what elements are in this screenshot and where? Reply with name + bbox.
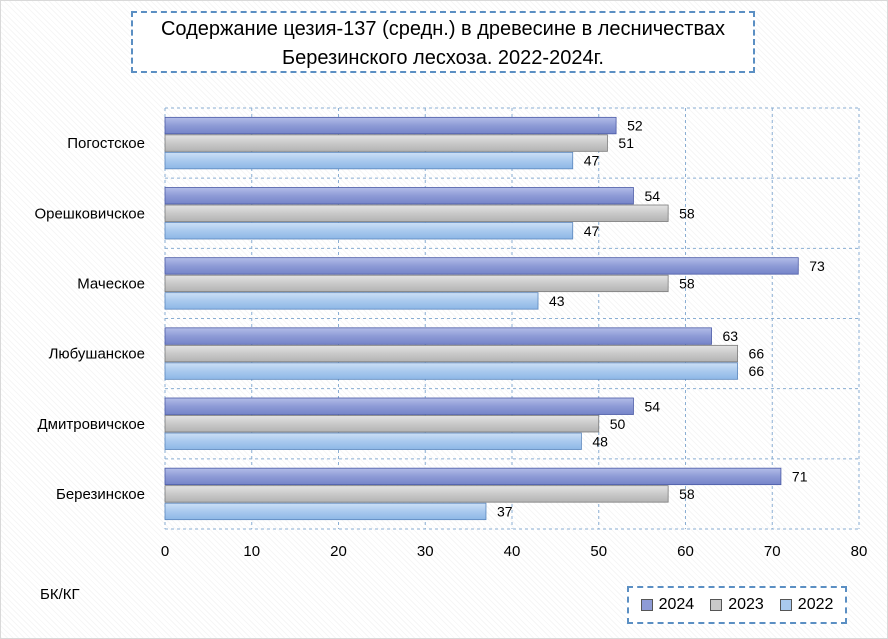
data-label: 51	[618, 135, 634, 151]
category-label: Маческое	[77, 275, 145, 292]
bar-2023	[164, 485, 669, 503]
bar-2024	[164, 467, 782, 486]
bar-2024	[164, 187, 634, 205]
data-label: 63	[723, 328, 739, 344]
data-label: 58	[679, 205, 695, 221]
bar-2024	[164, 257, 799, 275]
data-label: 66	[749, 346, 765, 362]
data-label: 50	[610, 416, 626, 432]
legend-item-2022: 2022	[779, 596, 834, 614]
x-tick-label: 80	[851, 543, 868, 560]
bar-2022	[164, 432, 582, 450]
bar-2022	[164, 222, 574, 240]
bar-2022	[164, 151, 574, 170]
legend-label-2022: 2022	[797, 596, 834, 613]
data-label: 54	[644, 398, 660, 414]
data-label: 37	[497, 503, 513, 519]
legend: 2024 2023 2022	[627, 586, 847, 624]
bar-2022	[164, 292, 539, 310]
x-tick-label: 40	[504, 543, 521, 560]
bar-2022	[164, 502, 487, 521]
bar-2023	[164, 415, 600, 433]
data-label: 71	[792, 468, 808, 484]
bar-2023	[164, 204, 669, 222]
x-tick-label: 20	[330, 543, 347, 560]
unit-label: БК/КГ	[40, 586, 80, 603]
legend-swatch-2022	[779, 599, 792, 611]
data-label: 47	[584, 223, 600, 239]
bar-2024	[164, 327, 712, 345]
data-label: 58	[679, 486, 695, 502]
category-label: Любушанское	[49, 346, 145, 363]
data-label: 73	[809, 258, 825, 274]
x-tick-label: 10	[243, 543, 260, 560]
chart-title-line-1: Содержание цезия-137 (средн.) в древесин…	[160, 18, 725, 40]
category-label: Погостское	[67, 135, 145, 152]
data-label: 48	[592, 433, 608, 449]
category-label: Дмитровичское	[38, 416, 145, 433]
x-tick-label: 60	[677, 543, 694, 560]
legend-swatch-2023	[710, 599, 723, 611]
chart-title-line-2: Березинского лесхоза. 2022-2024г.	[281, 47, 604, 69]
legend-swatch-2024	[640, 599, 653, 611]
data-label: 43	[549, 293, 565, 309]
category-label: Березинское	[56, 486, 145, 503]
data-label: 52	[627, 118, 643, 134]
data-label: 54	[644, 188, 660, 204]
data-label: 66	[749, 363, 765, 379]
bar-2023	[164, 344, 738, 363]
x-tick-label: 50	[590, 543, 607, 560]
legend-item-2023: 2023	[710, 596, 764, 614]
data-label: 47	[584, 153, 600, 169]
legend-item-2024: 2024	[640, 596, 695, 614]
bars	[164, 116, 799, 521]
data-label: 58	[679, 275, 695, 291]
x-tick-label: 0	[161, 543, 169, 560]
chart-title: Содержание цезия-137 (средн.) в древесин…	[131, 11, 755, 73]
category-label: Орешковичское	[34, 205, 145, 222]
bar-2024	[164, 397, 634, 415]
legend-label-2023: 2023	[728, 596, 764, 613]
bar-2023	[164, 274, 669, 293]
bar-2024	[164, 116, 617, 135]
x-tick-label: 30	[417, 543, 434, 560]
x-tick-label: 70	[764, 543, 781, 560]
legend-label-2024: 2024	[658, 596, 695, 613]
grid	[164, 107, 860, 530]
bar-2022	[164, 362, 738, 380]
bar-2023	[164, 134, 608, 152]
